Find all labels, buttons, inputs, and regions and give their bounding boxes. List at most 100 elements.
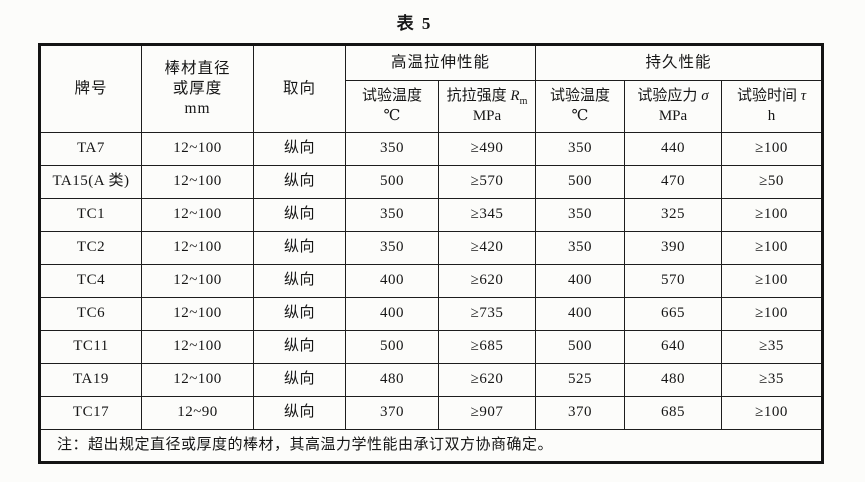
col-header-size: 棒材直径 或厚度 mm: [141, 44, 254, 133]
col-header-tensile-strength: 抗拉强度 Rm MPa: [437, 80, 537, 133]
group-header-tensile-label: 高温拉伸性能: [391, 53, 491, 71]
cell-tensile-temp: 500: [345, 330, 439, 364]
table-note: 注：超出规定直径或厚度的棒材，其高温力学性能由承订双方协商确定。: [38, 429, 824, 463]
cell-tensile-temp: 370: [345, 396, 439, 430]
cell-orientation: 纵向: [253, 231, 346, 265]
cell-tensile-strength: ≥490: [437, 132, 537, 166]
cell-grade: TC17: [39, 396, 142, 430]
cell-size: 12~90: [141, 396, 254, 430]
cell-orientation: 纵向: [253, 165, 346, 199]
cell-orientation: 纵向: [253, 132, 346, 166]
table-row: TA19 12~100 纵向 480 ≥620 525 480 ≥35: [39, 363, 824, 397]
cell-endurance-time: ≥100: [721, 396, 824, 430]
cell-grade: TA19: [39, 363, 142, 397]
table-row: TC6 12~100 纵向 400 ≥735 400 665 ≥100: [39, 297, 824, 331]
group-header-tensile: 高温拉伸性能: [344, 44, 537, 81]
cell-tensile-temp: 400: [345, 297, 439, 331]
cell-size: 12~100: [141, 231, 254, 265]
header-label: 试验应力: [637, 88, 702, 104]
symbol-R: R: [510, 88, 520, 104]
cell-endurance-temp: 500: [535, 165, 626, 199]
cell-tensile-temp: 350: [345, 198, 439, 232]
table-row: TA15(A 类) 12~100 纵向 500 ≥570 500 470 ≥50: [39, 165, 824, 199]
table-row: TC2 12~100 纵向 350 ≥420 350 390 ≥100: [39, 231, 824, 265]
cell-orientation: 纵向: [253, 396, 346, 430]
header-label: 试验温度: [361, 88, 422, 104]
cell-tensile-temp: 350: [345, 231, 439, 265]
cell-endurance-temp: 350: [535, 231, 626, 265]
cell-tensile-temp: 400: [345, 264, 439, 298]
header-unit: MPa: [658, 107, 688, 124]
table-5: 牌号 棒材直径 或厚度 mm 取向 高温拉伸性能 持久性能 试验温度 ℃ 抗拉强度…: [38, 43, 825, 464]
cell-endurance-temp: 400: [535, 264, 626, 298]
cell-size: 12~100: [141, 198, 254, 232]
cell-endurance-stress: 640: [624, 330, 723, 364]
cell-endurance-stress: 665: [624, 297, 723, 331]
cell-endurance-temp: 350: [535, 198, 626, 232]
table-header: 牌号 棒材直径 或厚度 mm 取向 高温拉伸性能 持久性能 试验温度 ℃ 抗拉强度…: [39, 44, 824, 133]
cell-tensile-strength: ≥620: [437, 363, 537, 397]
col-header-endurance-temp: 试验温度 ℃: [535, 80, 626, 133]
cell-tensile-strength: ≥420: [437, 231, 537, 265]
cell-endurance-temp: 500: [535, 330, 626, 364]
symbol-sigma: σ: [701, 88, 709, 104]
cell-endurance-time: ≥35: [721, 363, 824, 397]
symbol-tau: τ: [800, 88, 807, 104]
header-label: 试验温度: [550, 88, 611, 104]
col-header-grade: 牌号: [39, 44, 142, 133]
cell-size: 12~100: [141, 330, 254, 364]
col-header-orientation: 取向: [253, 44, 346, 133]
cell-endurance-stress: 470: [624, 165, 723, 199]
cell-grade: TC11: [39, 330, 142, 364]
header-unit: ℃: [571, 107, 589, 124]
symbol-R-subscript: m: [519, 96, 528, 107]
col-header-endurance-time: 试验时间 τ h: [721, 80, 824, 133]
table-row: TC11 12~100 纵向 500 ≥685 500 640 ≥35: [39, 330, 824, 364]
col-header-endurance-stress: 试验应力 σ MPa: [624, 80, 723, 133]
header-label: 抗拉强度: [446, 88, 511, 104]
cell-size: 12~100: [141, 132, 254, 166]
header-unit: h: [767, 107, 776, 124]
cell-size: 12~100: [141, 264, 254, 298]
cell-endurance-stress: 480: [624, 363, 723, 397]
cell-endurance-temp: 350: [535, 132, 626, 166]
note-row: 注：超出规定直径或厚度的棒材，其高温力学性能由承订双方协商确定。: [38, 429, 824, 463]
cell-grade: TA7: [39, 132, 142, 166]
cell-grade: TC6: [39, 297, 142, 331]
cell-endurance-temp: 370: [535, 396, 626, 430]
header-unit: ℃: [383, 107, 401, 124]
table-body: TA7 12~100 纵向 350 ≥490 350 440 ≥100 TA15(A 类) 12~…: [39, 132, 824, 430]
cell-tensile-strength: ≥735: [437, 297, 537, 331]
table-row: TC17 12~90 纵向 370 ≥907 370 685 ≥100: [39, 396, 824, 430]
cell-tensile-strength: ≥907: [437, 396, 537, 430]
cell-endurance-time: ≥100: [721, 297, 824, 331]
cell-tensile-temp: 480: [345, 363, 439, 397]
cell-tensile-strength: ≥685: [437, 330, 537, 364]
cell-orientation: 纵向: [253, 198, 346, 232]
cell-tensile-strength: ≥345: [437, 198, 537, 232]
cell-orientation: 纵向: [253, 297, 346, 331]
cell-endurance-stress: 685: [624, 396, 723, 430]
cell-endurance-stress: 325: [624, 198, 723, 232]
cell-grade: TC4: [39, 264, 142, 298]
cell-endurance-time: ≥50: [721, 165, 824, 199]
cell-endurance-temp: 400: [535, 297, 626, 331]
cell-size: 12~100: [141, 297, 254, 331]
cell-orientation: 纵向: [253, 264, 346, 298]
table-footer: 注：超出规定直径或厚度的棒材，其高温力学性能由承订双方协商确定。: [38, 429, 824, 463]
cell-endurance-time: ≥100: [721, 231, 824, 265]
cell-endurance-temp: 525: [535, 363, 626, 397]
cell-endurance-time: ≥35: [721, 330, 824, 364]
document-page: 表 5 牌号 棒材直径 或厚度 mm 取向 高温拉伸性能 持久性能 试验温度 ℃ …: [38, 0, 825, 464]
group-header-endurance-label: 持久性能: [645, 53, 712, 71]
cell-endurance-stress: 440: [624, 132, 723, 166]
table-row: TA7 12~100 纵向 350 ≥490 350 440 ≥100: [39, 132, 824, 166]
cell-tensile-strength: ≥620: [437, 264, 537, 298]
table-row: TC4 12~100 纵向 400 ≥620 400 570 ≥100: [39, 264, 824, 298]
group-header-endurance: 持久性能: [535, 44, 824, 81]
cell-grade: TC1: [39, 198, 142, 232]
cell-orientation: 纵向: [253, 363, 346, 397]
cell-endurance-time: ≥100: [721, 132, 824, 166]
cell-endurance-stress: 570: [624, 264, 723, 298]
cell-grade: TC2: [39, 231, 142, 265]
